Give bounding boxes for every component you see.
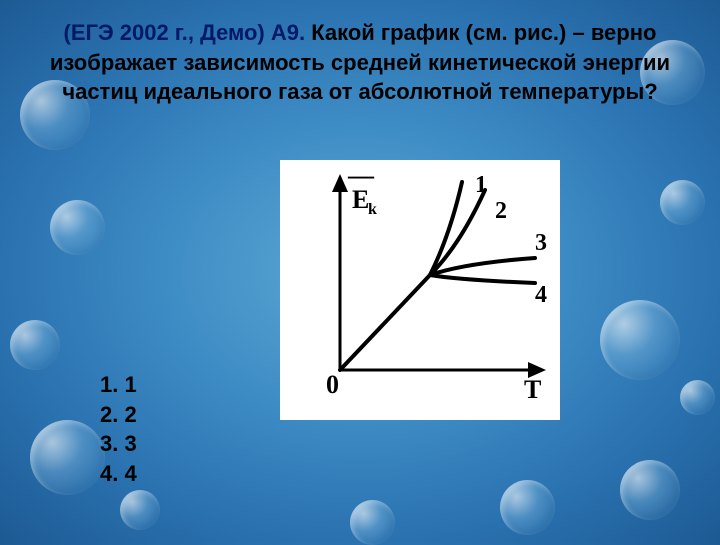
svg-text:3: 3 <box>535 230 547 256</box>
answer-4: 4. 4 <box>100 459 137 489</box>
chart-container: 1234—EkT0 <box>280 160 560 420</box>
svg-text:k: k <box>368 201 377 218</box>
svg-text:2: 2 <box>495 198 507 224</box>
svg-text:1: 1 <box>475 172 487 198</box>
answer-options: 1. 1 2. 2 3. 3 4. 4 <box>100 370 137 489</box>
answer-1: 1. 1 <box>100 370 137 400</box>
question-text: (ЕГЭ 2002 г., Демо) А9. Какой график (см… <box>24 18 696 107</box>
question-prefix: (ЕГЭ 2002 г., Демо) А9. <box>64 20 306 45</box>
question-line3: частиц идеального газа от абсолютной тем… <box>62 79 657 104</box>
answer-2: 2. 2 <box>100 400 137 430</box>
svg-text:0: 0 <box>326 370 339 399</box>
svg-text:T: T <box>524 375 541 404</box>
svg-text:E: E <box>352 185 369 214</box>
question-line1: Какой график (см. рис.) – верно <box>305 20 656 45</box>
answer-3: 3. 3 <box>100 429 137 459</box>
chart-svg: 1234—EkT0 <box>290 170 550 410</box>
svg-text:4: 4 <box>535 282 547 308</box>
question-line2: изображает зависимость средней кинетичес… <box>50 50 670 75</box>
